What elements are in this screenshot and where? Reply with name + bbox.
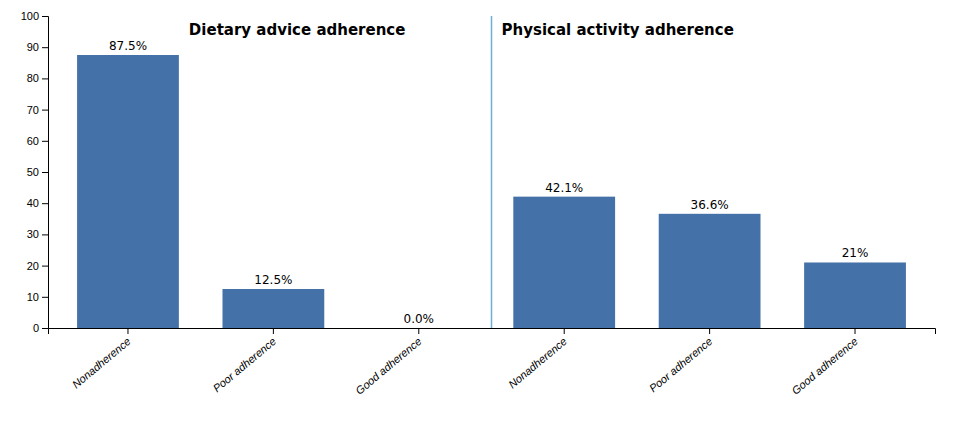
x-axis-line xyxy=(49,329,936,335)
y-tick-mark xyxy=(42,172,48,173)
x-tick-mark xyxy=(418,328,419,334)
y-tick: 10 xyxy=(27,291,48,303)
data-label: 21% xyxy=(842,246,869,260)
plot: 0 10 20 30 40 50 60 70 80 90 100 Nonadherence Poor a… xyxy=(21,10,936,397)
y-tick-mark xyxy=(42,110,48,111)
x-tick: Nonadherence xyxy=(70,328,133,390)
y-axis: 0 10 20 30 40 50 60 70 80 90 100 xyxy=(21,10,49,334)
x-tick-mark xyxy=(855,328,856,334)
y-tick: 90 xyxy=(27,41,48,53)
x-tick-mark xyxy=(709,328,710,334)
bar xyxy=(804,262,906,328)
y-tick-label: 60 xyxy=(27,135,39,147)
annotation: Dietary advice adherence xyxy=(189,21,406,39)
y-tick: 80 xyxy=(27,72,48,84)
chart: 0 10 20 30 40 50 60 70 80 90 100 Nonadherence Poor a… xyxy=(0,0,955,432)
y-tick-label: 0 xyxy=(33,322,39,334)
y-tick: 40 xyxy=(27,197,48,209)
y-tick-mark xyxy=(42,328,48,329)
y-tick: 0 xyxy=(33,322,48,334)
data-label: 0.0% xyxy=(404,312,435,326)
y-tick-label: 50 xyxy=(27,166,39,178)
y-tick-label: 40 xyxy=(27,197,39,209)
y-tick-label: 10 xyxy=(27,291,39,303)
y-tick-mark xyxy=(42,203,48,204)
bar xyxy=(222,289,324,328)
data-label: 87.5% xyxy=(109,39,147,53)
group-divider xyxy=(491,16,493,328)
y-tick: 60 xyxy=(27,135,48,147)
bar xyxy=(513,197,615,328)
data-label: 36.6% xyxy=(691,198,729,212)
x-tick: Poor adherence xyxy=(647,328,715,394)
y-tick: 70 xyxy=(27,104,48,116)
x-tick: Poor adherence xyxy=(211,328,279,394)
bar xyxy=(659,214,761,328)
y-tick: 30 xyxy=(27,228,48,240)
x-tick-label: Good adherence xyxy=(353,335,423,397)
y-tick-mark xyxy=(42,78,48,79)
x-tick: Good adherence xyxy=(353,328,423,397)
y-tick-label: 100 xyxy=(21,10,39,22)
data-label: 12.5% xyxy=(254,273,292,287)
x-tick-label: Poor adherence xyxy=(647,335,715,395)
x-axis: Nonadherence Poor adherence Good adherence… xyxy=(49,328,936,397)
y-tick-mark xyxy=(42,266,48,267)
y-tick-mark xyxy=(42,16,48,17)
annotation: Physical activity adherence xyxy=(502,21,734,39)
x-tick-mark xyxy=(564,328,565,334)
data-labels: 87.5% 12.5% 0.0% 42.1% 36.6% 21% xyxy=(109,39,868,326)
x-tick-mark xyxy=(127,328,128,334)
x-tick: Nonadherence xyxy=(506,328,569,390)
x-tick-label: Nonadherence xyxy=(70,335,133,391)
bar xyxy=(368,328,470,329)
y-tick-label: 80 xyxy=(27,72,39,84)
y-tick-mark xyxy=(42,47,48,48)
data-label: 42.1% xyxy=(545,181,583,195)
x-tick: Good adherence xyxy=(789,328,859,397)
x-tick-label: Poor adherence xyxy=(211,335,279,395)
y-tick-mark xyxy=(42,234,48,235)
y-tick-label: 70 xyxy=(27,104,39,116)
y-tick-mark xyxy=(42,141,48,142)
x-tick-mark xyxy=(273,328,274,334)
y-tick-label: 30 xyxy=(27,228,39,240)
x-tick-label: Nonadherence xyxy=(506,335,569,391)
y-tick: 20 xyxy=(27,260,48,272)
x-tick-label: Good adherence xyxy=(789,335,859,397)
y-tick: 100 xyxy=(21,10,48,22)
bar xyxy=(77,55,179,328)
y-tick-mark xyxy=(42,297,48,298)
y-tick: 50 xyxy=(27,166,48,178)
y-axis-line xyxy=(42,17,49,329)
annotations: Dietary advice adherence Physical activit… xyxy=(189,21,734,39)
y-tick-label: 90 xyxy=(27,41,39,53)
y-tick-label: 20 xyxy=(27,260,39,272)
